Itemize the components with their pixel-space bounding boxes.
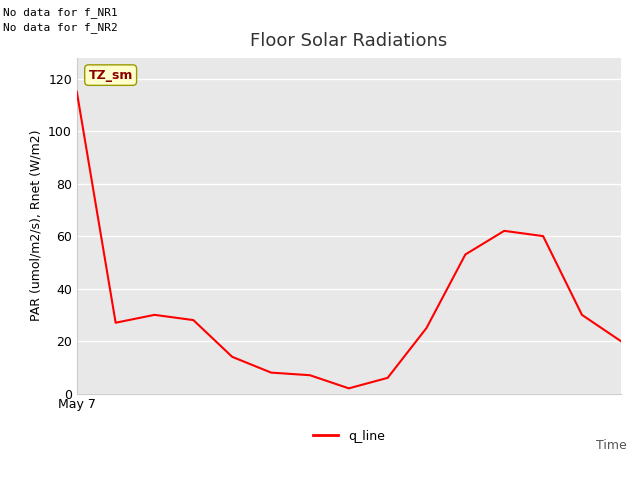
- Text: No data for f_NR1: No data for f_NR1: [3, 7, 118, 18]
- Text: TZ_sm: TZ_sm: [88, 69, 133, 82]
- Text: Time: Time: [596, 439, 627, 452]
- Title: Floor Solar Radiations: Floor Solar Radiations: [250, 33, 447, 50]
- Text: No data for f_NR2: No data for f_NR2: [3, 22, 118, 33]
- Y-axis label: PAR (umol/m2/s), Rnet (W/m2): PAR (umol/m2/s), Rnet (W/m2): [29, 130, 42, 321]
- Legend: q_line: q_line: [308, 425, 390, 448]
